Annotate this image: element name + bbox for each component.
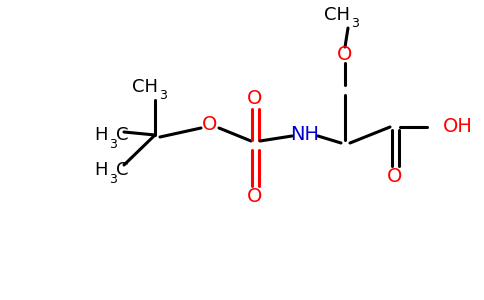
Text: O: O bbox=[247, 88, 263, 107]
Text: CH: CH bbox=[324, 6, 350, 24]
Text: 3: 3 bbox=[109, 173, 117, 186]
Text: 3: 3 bbox=[159, 89, 167, 102]
Text: O: O bbox=[387, 167, 403, 187]
Text: H: H bbox=[94, 161, 108, 179]
Text: 3: 3 bbox=[109, 138, 117, 151]
Text: H: H bbox=[94, 126, 108, 144]
Text: C: C bbox=[116, 126, 128, 144]
Text: NH: NH bbox=[290, 125, 319, 145]
Text: O: O bbox=[247, 188, 263, 206]
Text: C: C bbox=[116, 161, 128, 179]
Text: O: O bbox=[202, 116, 218, 134]
Text: O: O bbox=[337, 46, 353, 64]
Text: 3: 3 bbox=[351, 17, 359, 30]
Text: OH: OH bbox=[443, 118, 473, 136]
Text: CH: CH bbox=[132, 78, 158, 96]
